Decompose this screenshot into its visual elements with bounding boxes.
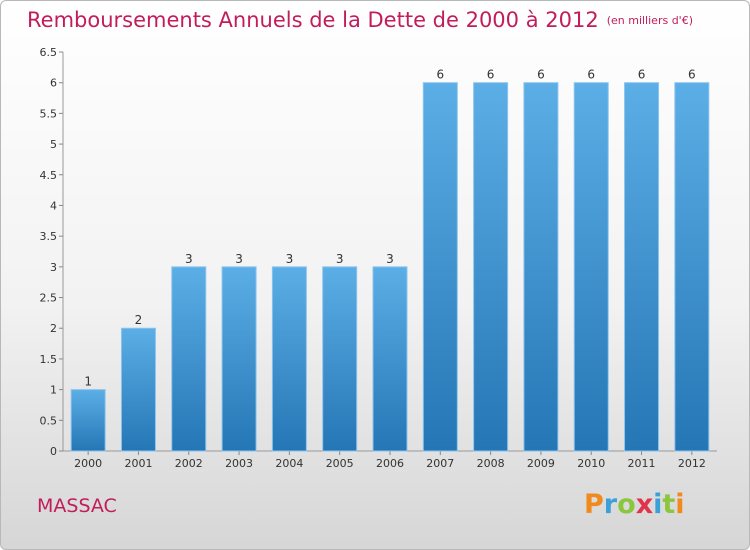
y-tick-label: 5	[50, 138, 57, 151]
bar-2010	[573, 82, 609, 452]
city-name: MASSAC	[37, 495, 117, 517]
y-tick-label: 1.5	[40, 353, 58, 366]
axes: 0 0.5 1 1.5 2 2.5 3 3.5 4 4.5 5 5.5 6 6.5 2000 2001 2002…	[40, 46, 717, 470]
bar-2009	[523, 82, 559, 452]
bar-2000	[70, 389, 106, 452]
y-tick-label: 5.5	[40, 107, 58, 120]
data-label-2004: 3	[286, 252, 294, 266]
data-labels: 1 2 3 3 3 3 3 6 6 6 6 6 6	[84, 68, 695, 389]
x-tick-label-2011: 2011	[628, 457, 656, 470]
bars	[70, 82, 710, 452]
data-label-2001: 2	[135, 313, 143, 327]
x-tick-label-2006: 2006	[376, 457, 404, 470]
data-label-2010: 6	[587, 68, 595, 82]
y-tick-label: 4.5	[40, 169, 58, 182]
logo-letter: i	[675, 489, 685, 520]
bar-2004	[271, 266, 307, 452]
x-tick-label-2007: 2007	[426, 457, 454, 470]
bar-2006	[372, 266, 408, 452]
chart-title-text: Remboursements Annuels de la Dette de 20…	[27, 8, 599, 32]
x-tick-label-2005: 2005	[326, 457, 354, 470]
y-tick-label: 3.5	[40, 230, 58, 243]
y-tick-label: 4	[50, 199, 57, 212]
data-label-2006: 3	[386, 252, 394, 266]
bar-2012	[674, 82, 710, 452]
data-label-2011: 6	[638, 68, 646, 82]
y-tick-label: 6.5	[40, 46, 58, 59]
logo-letter: P	[584, 489, 604, 520]
y-tick-label: 0.5	[40, 414, 58, 427]
data-label-2000: 1	[84, 375, 92, 389]
data-label-2002: 3	[185, 252, 193, 266]
x-tick-label-2002: 2002	[175, 457, 203, 470]
x-tick-label-2001: 2001	[124, 457, 152, 470]
data-label-2003: 3	[235, 252, 243, 266]
y-tick-label: 0	[50, 445, 57, 458]
chart-title: Remboursements Annuels de la Dette de 20…	[27, 8, 693, 32]
bar-2003	[221, 266, 257, 452]
logo-letter: r	[603, 489, 618, 520]
bar-2011	[624, 82, 660, 452]
data-label-2009: 6	[537, 68, 545, 82]
logo-letter: t	[662, 489, 676, 520]
y-tick-label: 2.5	[40, 292, 58, 305]
bar-2002	[171, 266, 207, 452]
bar-2008	[473, 82, 509, 452]
x-tick-label-2012: 2012	[678, 457, 706, 470]
data-label-2005: 3	[336, 252, 344, 266]
logo-letter: o	[617, 489, 636, 520]
logo-letter: x	[635, 489, 654, 520]
y-tick-label: 1	[50, 384, 57, 397]
data-label-2012: 6	[688, 68, 696, 82]
unit-note: (en milliers d'€)	[606, 14, 693, 27]
x-tick-label-2008: 2008	[477, 457, 505, 470]
bar-2005	[322, 266, 358, 452]
x-tick-label-2004: 2004	[275, 457, 303, 470]
bar-2001	[120, 327, 156, 452]
y-tick-label: 2	[50, 322, 57, 335]
x-tick-label-2000: 2000	[74, 457, 102, 470]
data-label-2008: 6	[487, 68, 495, 82]
data-label-2007: 6	[436, 68, 444, 82]
x-tick-label-2010: 2010	[577, 457, 605, 470]
y-tick-label: 6	[50, 77, 57, 90]
proxiti-logo: Proxiti	[584, 489, 685, 520]
y-tick-label: 3	[50, 261, 57, 274]
x-tick-label-2009: 2009	[527, 457, 555, 470]
bar-2007	[422, 82, 458, 452]
x-tick-label-2003: 2003	[225, 457, 253, 470]
logo-letter: i	[653, 489, 663, 520]
